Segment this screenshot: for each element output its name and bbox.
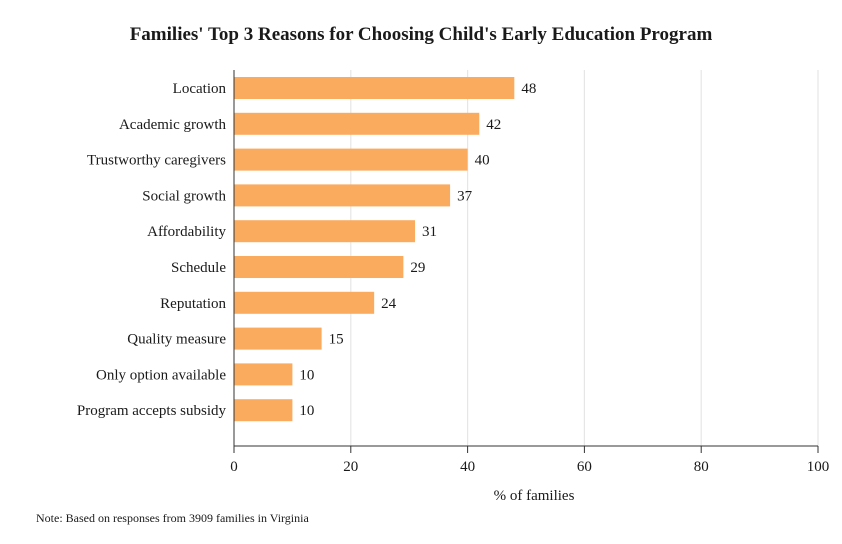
- category-label: Reputation: [160, 296, 226, 312]
- x-axis-label: % of families: [494, 488, 575, 504]
- category-label: Academic growth: [119, 117, 227, 133]
- category-label: Affordability: [147, 224, 226, 240]
- x-tick-label: 80: [694, 459, 709, 475]
- bar: [234, 256, 404, 278]
- category-label: Quality measure: [127, 332, 226, 348]
- x-tick-label: 40: [460, 459, 475, 475]
- bars: Location 48 Academic growth 42 Trustworthy c…: [77, 77, 536, 422]
- data-label: 10: [299, 403, 314, 419]
- footnote: Note: Based on responses from 3909 famil…: [36, 511, 309, 525]
- x-tick-label: 60: [577, 459, 592, 475]
- data-label: 37: [457, 188, 473, 204]
- x-tick-label: 0: [230, 459, 238, 475]
- category-label: Trustworthy caregivers: [87, 153, 226, 169]
- data-label: 29: [410, 260, 425, 276]
- chart-title: Families' Top 3 Reasons for Choosing Chi…: [129, 24, 713, 45]
- bar: [234, 399, 293, 422]
- category-label: Location: [173, 81, 227, 97]
- bar: [234, 148, 468, 171]
- x-axis: 0 20 40 60 80 100: [230, 70, 829, 475]
- bar: [234, 77, 515, 99]
- bar: [234, 184, 451, 207]
- category-label: Social growth: [142, 188, 226, 204]
- data-label: 15: [329, 332, 344, 348]
- data-label: 31: [422, 224, 437, 240]
- data-label: 48: [521, 81, 536, 97]
- data-label: 42: [486, 117, 501, 133]
- data-label: 10: [299, 367, 314, 383]
- bar: [234, 291, 375, 314]
- x-tick-label: 20: [343, 459, 358, 475]
- x-tick-label: 100: [807, 459, 830, 475]
- category-label: Program accepts subsidy: [77, 403, 227, 419]
- category-label: Schedule: [171, 260, 226, 276]
- bar: [234, 363, 293, 386]
- bar: [234, 112, 480, 135]
- bar: [234, 327, 322, 350]
- data-label: 24: [381, 296, 397, 312]
- category-label: Only option available: [96, 367, 226, 383]
- data-label: 40: [475, 153, 490, 169]
- bar: [234, 220, 416, 243]
